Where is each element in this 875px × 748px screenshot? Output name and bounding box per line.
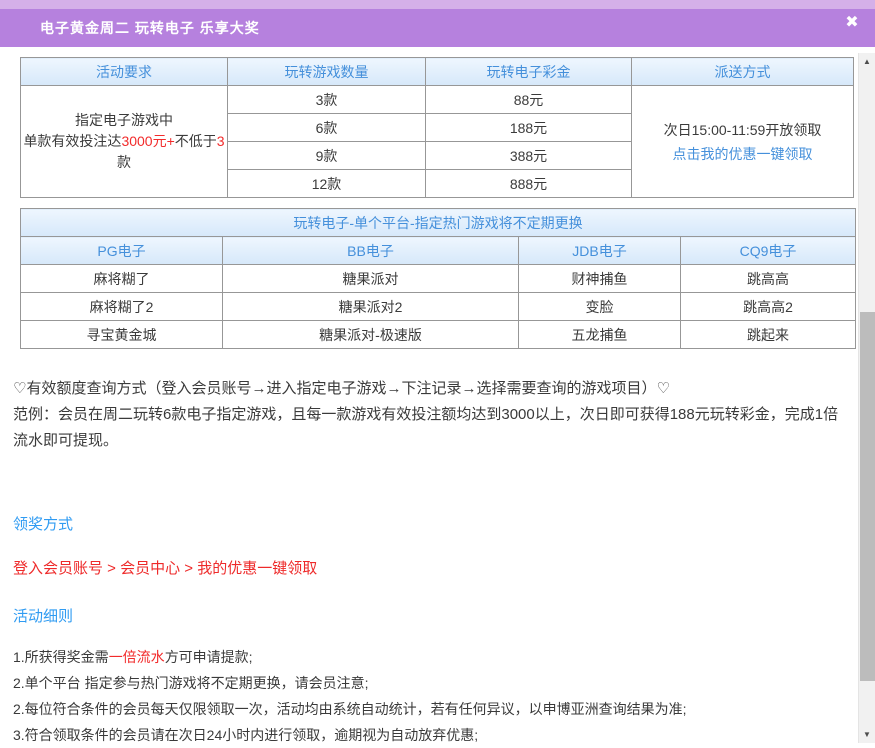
claim-link[interactable]: 点击我的优惠一键领取: [672, 145, 813, 162]
game-cell: 跳起来: [679, 320, 857, 349]
table-row: 6款 188元: [21, 113, 854, 142]
page-title: 电子黄金周二 玩转电子 乐享大奖: [40, 20, 260, 36]
game-cell: 麻将糊了2: [20, 292, 223, 321]
scroll-up-icon[interactable]: ▲: [863, 57, 871, 66]
col-header-bb: BB电子: [222, 236, 519, 265]
rule-item-3: 2.每位符合条件的会员每天仅限领取一次，活动均由系统自动统计，若有任何异议，以申…: [13, 701, 687, 717]
col-header-requirement: 活动要求: [20, 57, 228, 86]
example-line: 范例：会员在周二玩转6款电子指定游戏，且每一款游戏有效投注额均达到3000以上，…: [13, 406, 839, 449]
bonus-cell: 188元: [425, 113, 632, 142]
game-cell: 财神捕鱼: [518, 264, 681, 293]
game-count-cell: 3款: [227, 85, 426, 114]
requirement-line1: 指定电子游戏中: [75, 112, 173, 128]
col-header-cq9: CQ9电子: [679, 236, 857, 265]
table-header-row: PG电子 BB电子 JDB电子 CQ9电子: [20, 236, 857, 265]
game-count-cell: 6款: [227, 113, 426, 142]
rule-item-4: 3.符合领取条件的会员请在次日24小时内进行领取，逾期视为自动放弃优惠;: [13, 727, 479, 743]
requirement-cell: 指定电子游戏中 单款有效投注达3000元+不低于3 款: [20, 85, 228, 198]
scrollbar-thumb[interactable]: [860, 312, 875, 681]
vertical-scrollbar[interactable]: ▲ ▼: [858, 53, 875, 743]
rule1-pre: 1.所获得奖金需: [13, 649, 109, 665]
col-header-game-count: 玩转游戏数量: [227, 57, 426, 86]
rules-title: 活动细则: [13, 608, 74, 625]
rule1-red: 一倍流水: [108, 649, 165, 665]
platform-banner: 玩转电子-单个平台-指定热门游戏将不定期更换: [19, 208, 857, 237]
table-row: 麻将糊了 糖果派对 财神捕鱼 跳高高: [20, 264, 857, 293]
claim-method-title: 领奖方式: [13, 516, 74, 533]
game-cell: 糖果派对-极速版: [222, 320, 519, 349]
requirement-amount: 3000元+: [121, 133, 175, 149]
col-header-delivery: 派送方式: [631, 57, 854, 86]
game-count-cell: 9款: [227, 141, 426, 170]
rule1-post: 方可申请提款;: [164, 649, 253, 665]
notes-block: ♡有效额度查询方式（登入会员账号→进入指定电子游戏→下注记录→选择需要查询的游戏…: [13, 376, 853, 454]
col-header-bonus: 玩转电子彩金: [425, 57, 632, 86]
bonus-cell: 888元: [425, 169, 632, 198]
requirement-tail: 款: [117, 154, 131, 170]
game-cell: 寻宝黄金城: [20, 320, 223, 349]
game-cell: 变脸: [518, 292, 681, 321]
rules-list: 1.所获得奖金需一倍流水方可申请提款; 2.单个平台 指定参与热门游戏将不定期更…: [13, 644, 853, 748]
query-method-line: ♡有效额度查询方式（登入会员账号→进入指定电子游戏→下注记录→选择需要查询的游戏…: [13, 380, 670, 397]
bonus-cell: 388元: [425, 141, 632, 170]
col-header-pg: PG电子: [20, 236, 223, 265]
banner-row: 玩转电子-单个平台-指定热门游戏将不定期更换: [19, 208, 857, 237]
header-bar: 电子黄金周二 玩转电子 乐享大奖: [0, 9, 875, 47]
table-row: 指定电子游戏中 单款有效投注达3000元+不低于3款 3款 88元 次日15:0…: [20, 85, 854, 198]
game-count-cell: 12款: [227, 169, 426, 198]
table-row: 寻宝黄金城 糖果派对-极速版 五龙捕鱼 跳起来: [20, 320, 857, 349]
game-cell: 糖果派对: [222, 264, 519, 293]
table-row: 麻将糊了2 糖果派对2 变脸 跳高高2: [20, 292, 857, 321]
close-icon[interactable]: ✖: [845, 14, 859, 31]
dialog-header: 电子黄金周二 玩转电子 乐享大奖 ✖: [0, 0, 875, 47]
game-cell: 麻将糊了: [20, 264, 223, 293]
requirement-mid: 不低于: [174, 133, 217, 149]
delivery-time: 次日15:00-11:59开放领取: [663, 121, 822, 138]
delivery-cell: 次日15:00-11:59开放领取 点击我的优惠一键领取: [631, 85, 854, 198]
col-header-jdb: JDB电子: [518, 236, 681, 265]
claim-breadcrumb: 登入会员账号 > 会员中心 > 我的优惠一键领取: [13, 560, 318, 577]
requirement-min-count: 3: [216, 133, 225, 149]
scroll-down-icon[interactable]: ▼: [863, 730, 871, 739]
table-row: 12款 888元: [21, 169, 854, 198]
rule-item-1: 1.所获得奖金需一倍流水方可申请提款;: [13, 644, 853, 670]
bonus-tier-table: 活动要求 玩转游戏数量 玩转电子彩金 派送方式 指定电子游戏中 单款有效投注达3…: [20, 57, 854, 198]
game-cell: 跳高高: [679, 264, 857, 293]
platform-games-table: 玩转电子-单个平台-指定热门游戏将不定期更换 PG电子 BB电子 JDB电子 C…: [19, 208, 857, 349]
header-top-strip: [0, 0, 875, 9]
requirement-pre: 单款有效投注达: [23, 133, 122, 149]
game-cell: 糖果派对2: [222, 292, 519, 321]
bonus-cell: 88元: [425, 85, 632, 114]
rule-item-2: 2.单个平台 指定参与热门游戏将不定期更换，请会员注意;: [13, 675, 369, 691]
game-cell: 五龙捕鱼: [518, 320, 681, 349]
game-cell: 跳高高2: [679, 292, 857, 321]
table-header-row: 活动要求 玩转游戏数量 玩转电子彩金 派送方式: [20, 57, 854, 86]
